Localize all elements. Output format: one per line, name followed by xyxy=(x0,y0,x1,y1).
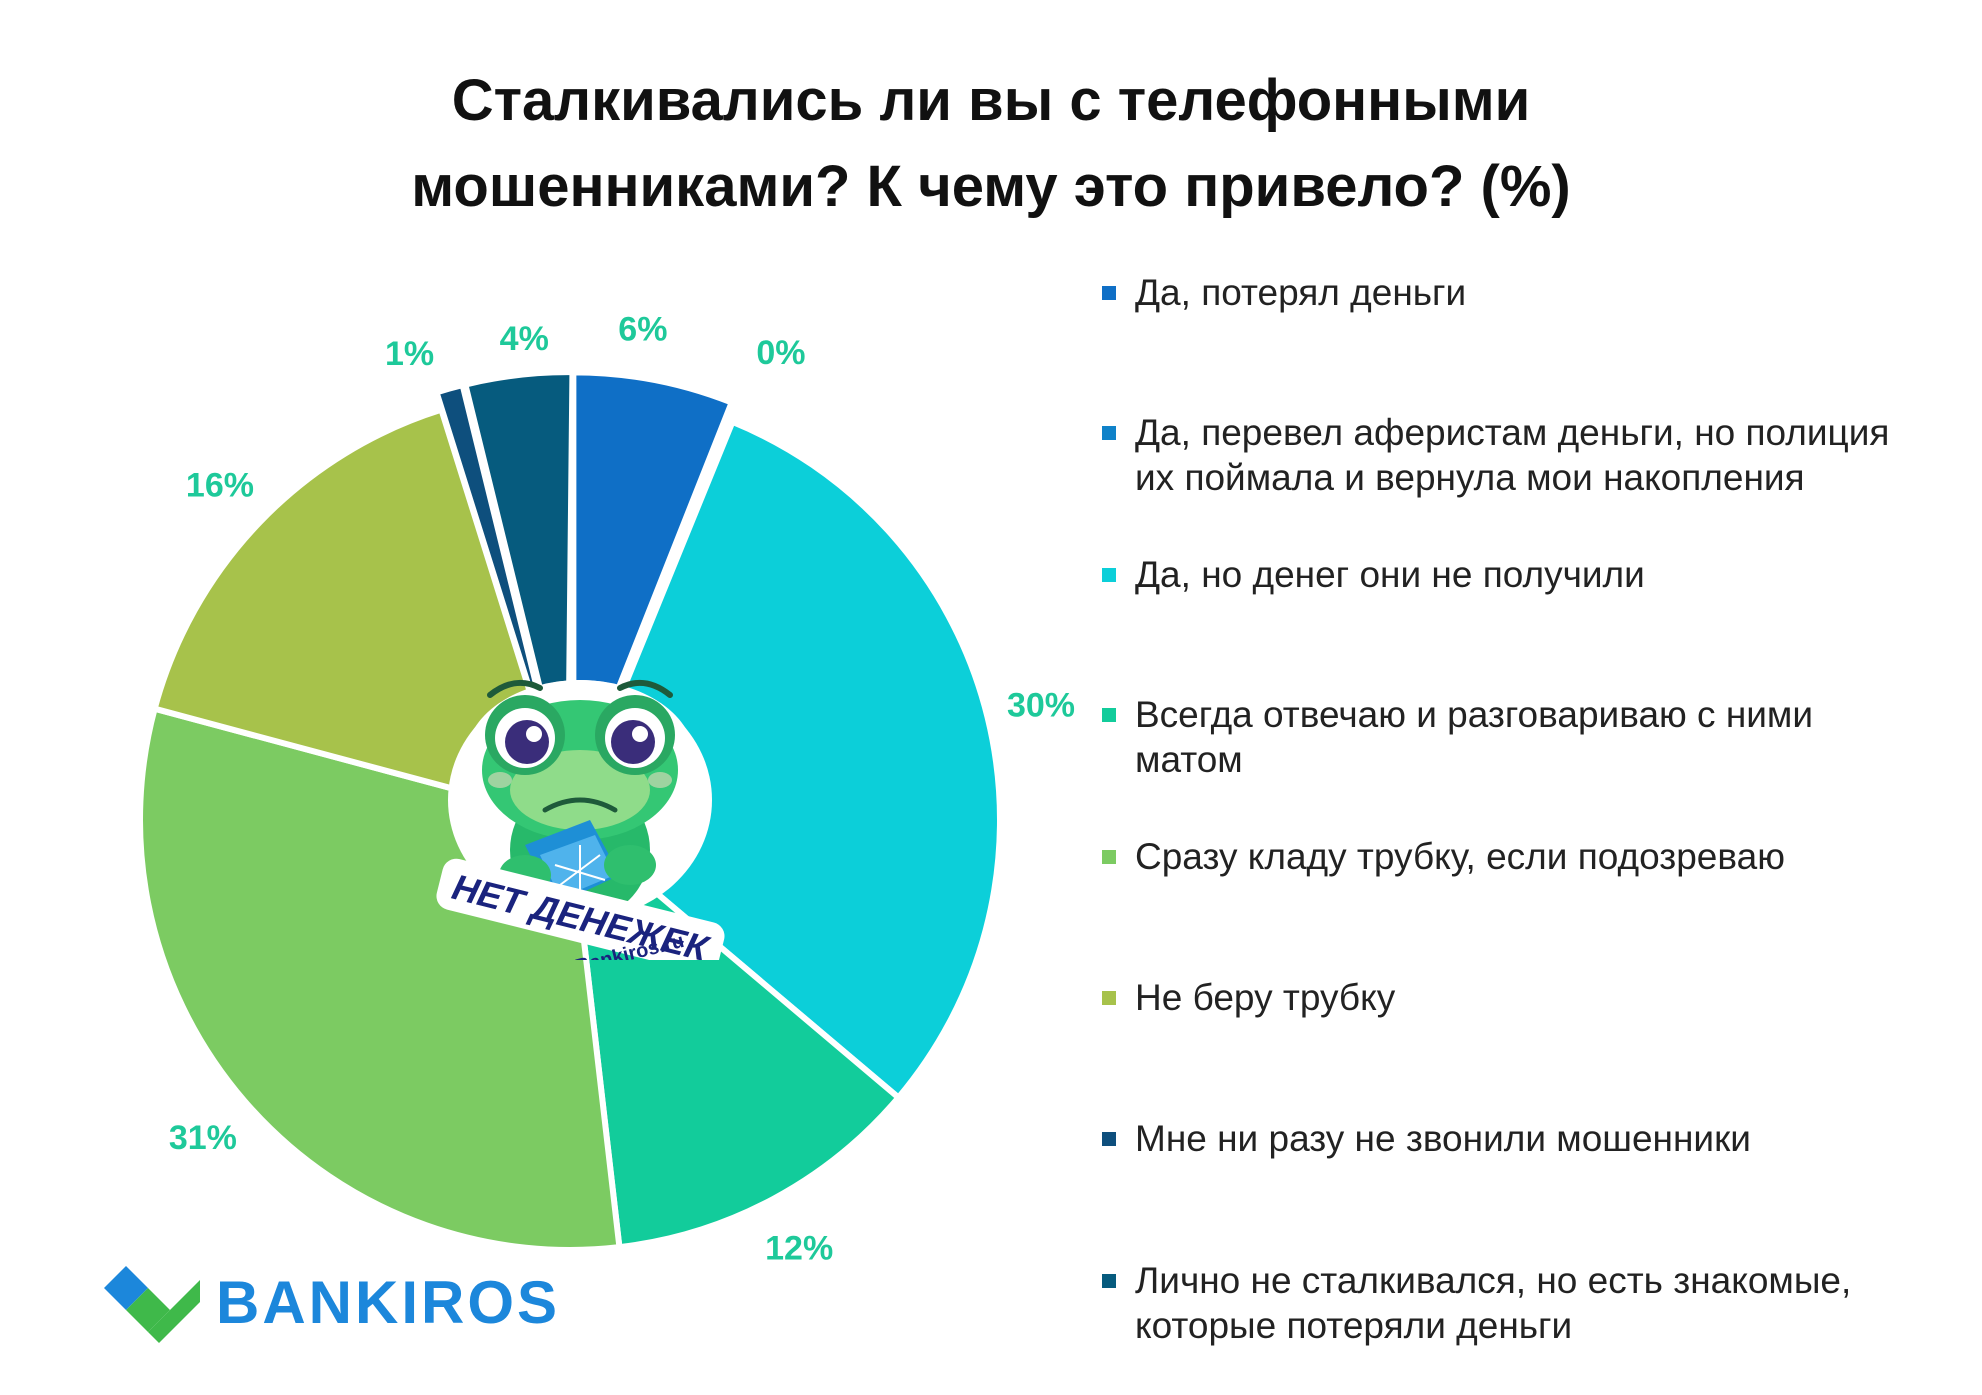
legend-item: Всегда отвечаю и разговариваю с ними мато… xyxy=(1102,692,1982,782)
legend-label: Мне ни разу не звонили мошенники xyxy=(1135,1118,1751,1159)
bankiros-logo-icon xyxy=(104,1266,200,1343)
legend-label: Всегда отвечаю и разговариваю с ними xyxy=(1135,694,1814,735)
pie-data-label: 4% xyxy=(500,320,549,358)
pie-data-label: 12% xyxy=(765,1229,833,1267)
legend-label: матом xyxy=(1135,739,1243,780)
bankiros-logo-text: BANKIROS xyxy=(216,1269,561,1336)
chart-title-line-2: мошенниками? К чему это привело? (%) xyxy=(411,154,1571,219)
pie-data-label: 31% xyxy=(169,1119,237,1157)
pie-slice xyxy=(151,406,573,823)
pie-data-label: 6% xyxy=(618,311,667,349)
bankiros-logo: BANKIROS xyxy=(104,1258,564,1348)
pie-data-label: 0% xyxy=(756,334,805,372)
legend-swatch xyxy=(1102,426,1116,440)
chart-title: Сталкивались ли вы с телефонными мошенни… xyxy=(0,58,1982,230)
pie-data-labels: 6% 0% 30% 12% 31% 16% 1% 4% xyxy=(169,311,1075,1268)
mascot-sticker: НЕТ ДЕНЕЖЕК Bankiros.ru xyxy=(430,650,730,978)
pie-data-label: 16% xyxy=(186,466,254,504)
legend-item: Сразу кладу трубку, если подозреваю xyxy=(1102,834,1982,879)
legend-swatch xyxy=(1102,568,1116,582)
pie-data-label: 30% xyxy=(1007,686,1075,724)
legend-label: их поймала и вернула мои накопления xyxy=(1135,457,1805,498)
legend-label: Да, но денег они не получили xyxy=(1135,554,1645,595)
pie-slices xyxy=(137,369,1003,1253)
chart-title-line-1: Сталкивались ли вы с телефонными xyxy=(451,68,1531,133)
legend-item: Да, потерял деньги xyxy=(1102,270,1982,315)
legend-item: Лично не сталкивался, но есть знакомые, к… xyxy=(1102,1258,1982,1348)
legend-item: Да, но денег они не получили xyxy=(1102,552,1982,597)
legend-label: Лично не сталкивался, но есть знакомые, xyxy=(1135,1260,1852,1301)
legend-swatch xyxy=(1102,708,1116,722)
legend-label: Да, потерял деньги xyxy=(1135,272,1467,313)
legend-label: Сразу кладу трубку, если подозреваю xyxy=(1135,836,1785,877)
legend-swatch xyxy=(1102,1132,1116,1146)
legend-label: Не беру трубку xyxy=(1135,977,1396,1018)
legend-swatch xyxy=(1102,286,1116,300)
pie-slice xyxy=(567,418,1003,1101)
legend-swatch xyxy=(1102,991,1116,1005)
frog-icon xyxy=(448,679,712,920)
legend-item: Да, перевел аферистам деньги, но полиция… xyxy=(1102,410,1982,500)
legend-swatch xyxy=(1102,850,1116,864)
legend-item: Не беру трубку xyxy=(1102,975,1982,1020)
pie-data-label: 1% xyxy=(385,335,434,373)
legend-label: которые потеряли деньги xyxy=(1135,1305,1573,1346)
legend-item: Мне ни разу не звонили мошенники xyxy=(1102,1116,1982,1161)
legend-label: Да, перевел аферистам деньги, но полиция xyxy=(1135,412,1890,453)
legend-swatch xyxy=(1102,1274,1116,1288)
